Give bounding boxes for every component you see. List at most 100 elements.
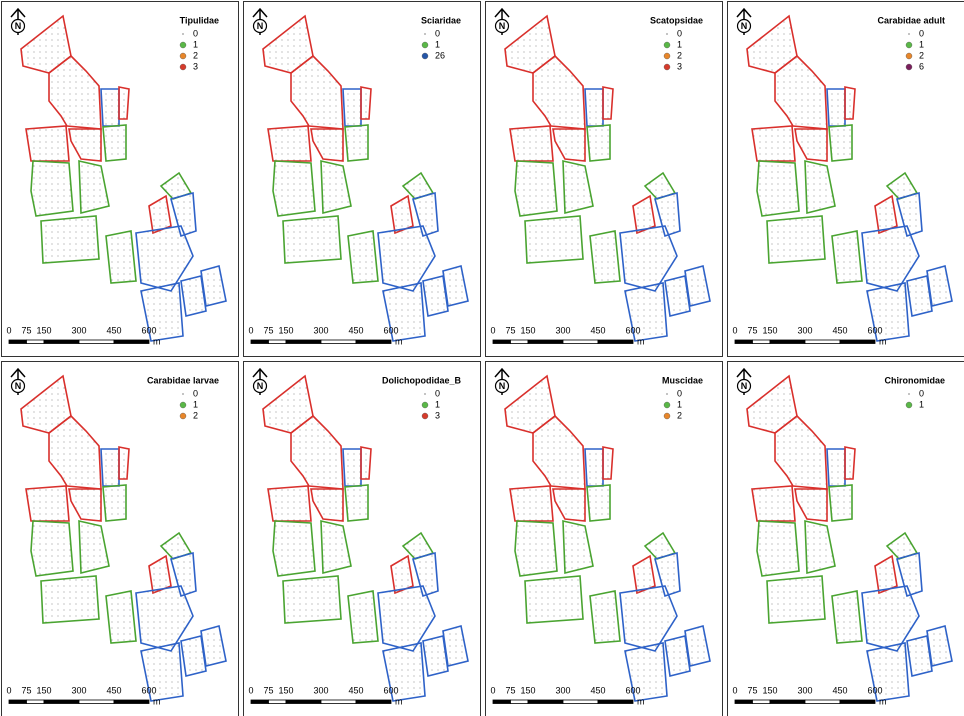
legend-label: 0 <box>435 388 440 398</box>
field <box>442 264 469 307</box>
legend-label: 1 <box>435 399 440 409</box>
north-label: N <box>257 381 264 391</box>
field <box>552 488 586 522</box>
scale-label: 300 <box>71 685 86 695</box>
field <box>562 519 594 575</box>
scale-bar-segment <box>527 699 564 704</box>
scale-bar-segment <box>43 339 80 344</box>
scale-bar-segment <box>734 339 753 344</box>
legend-label: 26 <box>435 50 445 60</box>
scale-bar-segment <box>355 339 392 344</box>
field <box>347 590 379 644</box>
field <box>684 624 711 667</box>
field <box>320 519 352 575</box>
field <box>866 282 910 342</box>
field <box>30 160 74 217</box>
field <box>78 159 110 215</box>
legend-label: 3 <box>677 61 682 71</box>
scale-label: 300 <box>797 325 812 335</box>
legend-label: 1 <box>193 399 198 409</box>
scale-label: 0 <box>732 325 737 335</box>
legend-symbol <box>182 33 184 35</box>
legend-symbol <box>663 63 671 71</box>
field <box>347 230 379 284</box>
scale-label: 0 <box>732 685 737 695</box>
field <box>844 86 856 120</box>
field <box>831 230 863 284</box>
scale-bar-segment <box>769 699 806 704</box>
field <box>100 448 120 487</box>
legend-label: 2 <box>677 410 682 420</box>
field <box>804 519 836 575</box>
scale-label: 0 <box>490 685 495 695</box>
scale-unit: m <box>153 336 161 346</box>
scale-unit: m <box>153 696 161 706</box>
field <box>180 275 207 317</box>
field <box>105 230 137 284</box>
field <box>282 575 342 624</box>
field <box>377 585 436 652</box>
scale-unit: m <box>395 696 403 706</box>
legend-symbol <box>179 41 187 49</box>
scale-label: 450 <box>348 325 363 335</box>
scale-bar-segment <box>597 339 634 344</box>
field <box>140 282 184 342</box>
field <box>514 160 558 217</box>
scale-label: 600 <box>141 325 156 335</box>
field <box>804 159 836 215</box>
field <box>105 590 137 644</box>
legend-label: 6 <box>919 61 924 71</box>
scale-label: 150 <box>278 325 293 335</box>
scale-bar-segment <box>8 699 27 704</box>
scale-bar-segment <box>250 699 269 704</box>
legend-label: 0 <box>919 388 924 398</box>
field <box>654 191 681 238</box>
field <box>412 551 439 598</box>
legend-label: 0 <box>677 388 682 398</box>
field <box>874 194 898 235</box>
legend-symbol <box>905 401 913 409</box>
legend-title: Sciaridae <box>421 15 461 25</box>
field <box>584 448 604 487</box>
north-arrow-head <box>252 367 268 378</box>
field <box>412 191 439 238</box>
scale-bar-segment <box>78 699 115 704</box>
scale-bar-segment <box>268 699 287 704</box>
field <box>756 520 800 577</box>
field <box>844 446 856 480</box>
field <box>589 590 621 644</box>
field <box>272 520 316 577</box>
scale-label: 450 <box>106 325 121 335</box>
field <box>320 159 352 215</box>
scale-bar-segment <box>492 699 511 704</box>
field <box>589 230 621 284</box>
field <box>766 215 826 264</box>
legend-label: 1 <box>677 39 682 49</box>
field <box>170 191 197 238</box>
legend-label: 0 <box>193 388 198 398</box>
field <box>140 642 184 702</box>
field <box>562 159 594 215</box>
field <box>78 519 110 575</box>
legend-label: 1 <box>435 39 440 49</box>
legend-symbol <box>421 41 429 49</box>
scale-bar-segment <box>804 699 841 704</box>
legend-symbol <box>179 63 187 71</box>
scale-label: 0 <box>490 325 495 335</box>
legend-title: Carabidae adult <box>877 15 945 25</box>
scale-bar-segment <box>26 339 45 344</box>
field <box>200 264 227 307</box>
field <box>310 128 344 162</box>
legend-label: 0 <box>193 28 198 38</box>
field <box>624 642 668 702</box>
field <box>180 635 207 677</box>
field <box>422 275 449 317</box>
field <box>342 88 362 127</box>
north-label: N <box>15 381 22 391</box>
field <box>377 225 436 292</box>
legend-label: 2 <box>193 50 198 60</box>
